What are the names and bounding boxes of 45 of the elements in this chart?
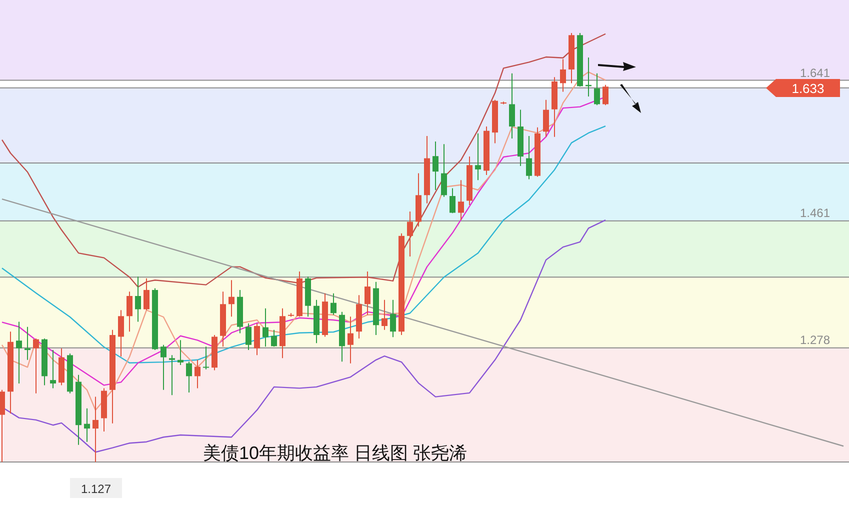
candlestick xyxy=(458,180,464,221)
candlestick xyxy=(203,346,209,370)
candlestick xyxy=(348,316,354,364)
annotation: 1.278 xyxy=(800,333,830,347)
candlestick xyxy=(475,132,481,181)
candlestick xyxy=(84,408,90,442)
candlestick xyxy=(126,291,132,332)
candlestick xyxy=(169,354,175,396)
candlestick xyxy=(432,141,438,191)
candlestick xyxy=(178,340,184,366)
candlestick xyxy=(364,271,370,316)
candlestick xyxy=(271,329,277,348)
annotation: 1.633 xyxy=(792,81,824,96)
annotation: 1.461 xyxy=(800,206,830,220)
candlestick xyxy=(118,310,124,357)
candlestick xyxy=(228,280,234,318)
candlestick xyxy=(526,135,532,180)
candlestick xyxy=(194,359,200,389)
candlestick xyxy=(407,210,413,258)
candlestick xyxy=(186,361,192,393)
candlestick xyxy=(262,308,268,348)
candlestick xyxy=(543,99,549,138)
candlestick xyxy=(0,389,5,462)
candlestick xyxy=(92,396,98,462)
annotation: 1.641 xyxy=(800,66,830,80)
candlestick xyxy=(509,72,515,140)
candlestick xyxy=(441,144,447,198)
candlestick xyxy=(450,188,456,214)
candlestick xyxy=(330,292,336,316)
candlestick xyxy=(602,84,608,106)
candlestick xyxy=(50,350,56,389)
candlestick xyxy=(33,338,39,394)
candlestick xyxy=(16,321,22,384)
candlestick xyxy=(160,344,166,390)
candlestick xyxy=(135,276,141,322)
candlestick xyxy=(560,58,566,92)
candlestick xyxy=(144,278,150,311)
value-tag: 1.633 xyxy=(766,79,840,97)
candlestick xyxy=(594,72,600,106)
candlestick xyxy=(390,299,396,338)
text: 1.127 xyxy=(80,482,112,496)
candlestick xyxy=(254,322,260,356)
candlestick xyxy=(246,322,252,351)
candlestick xyxy=(382,299,388,330)
text: 美债10年期收益率 日线图 张尧浠 xyxy=(203,443,468,463)
